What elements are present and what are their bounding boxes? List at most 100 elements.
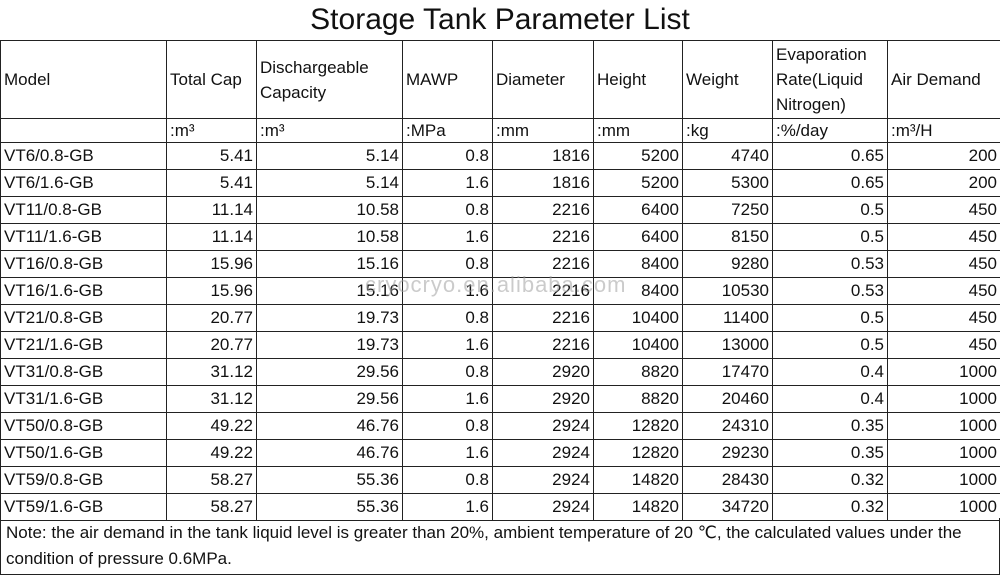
model-cell: VT6/0.8-GB — [0, 142, 167, 170]
value-cell: 0.5 — [772, 196, 888, 224]
value-cell: 2924 — [492, 493, 594, 521]
model-cell: VT50/0.8-GB — [0, 412, 167, 440]
value-cell: 450 — [887, 196, 1000, 224]
unit-model — [0, 118, 167, 143]
value-cell: 1000 — [887, 439, 1000, 467]
value-cell: 55.36 — [256, 466, 403, 494]
value-cell: 1.6 — [402, 223, 493, 251]
value-cell: 1000 — [887, 358, 1000, 386]
value-cell: 12820 — [593, 412, 683, 440]
model-cell: VT11/0.8-GB — [0, 196, 167, 224]
value-cell: 0.8 — [402, 412, 493, 440]
value-cell: 17470 — [682, 358, 773, 386]
unit-height: :mm — [593, 118, 683, 143]
value-cell: 0.65 — [772, 169, 888, 197]
model-cell: VT59/1.6-GB — [0, 493, 167, 521]
table-row: VT21/1.6-GB 20.77 19.73 1.6 2216 10400 13000 0.… — [0, 331, 1000, 359]
value-cell: 15.96 — [166, 277, 257, 305]
value-cell: 49.22 — [166, 412, 257, 440]
value-cell: 1000 — [887, 493, 1000, 521]
value-cell: 31.12 — [166, 385, 257, 413]
value-cell: 2924 — [492, 412, 594, 440]
value-cell: 0.8 — [402, 250, 493, 278]
value-cell: 15.16 — [256, 277, 403, 305]
value-cell: 10530 — [682, 277, 773, 305]
value-cell: 2920 — [492, 385, 594, 413]
value-cell: 200 — [887, 169, 1000, 197]
table-row: VT21/0.8-GB 20.77 19.73 0.8 2216 10400 11400 0.… — [0, 304, 1000, 332]
value-cell: 1.6 — [402, 277, 493, 305]
value-cell: 5.14 — [256, 169, 403, 197]
value-cell: 1.6 — [402, 439, 493, 467]
value-cell: 0.5 — [772, 304, 888, 332]
unit-weight: :kg — [682, 118, 773, 143]
value-cell: 49.22 — [166, 439, 257, 467]
column-header-weight: Weight — [682, 40, 773, 119]
value-cell: 0.8 — [402, 304, 493, 332]
model-cell: VT16/0.8-GB — [0, 250, 167, 278]
value-cell: 8400 — [593, 277, 683, 305]
value-cell: 24310 — [682, 412, 773, 440]
value-cell: 11.14 — [166, 196, 257, 224]
footnote: Note: the air demand in the tank liquid … — [0, 518, 1000, 575]
value-cell: 6400 — [593, 196, 683, 224]
column-header-dischargeable-capacity: Dischargeable Capacity — [256, 40, 403, 119]
value-cell: 10.58 — [256, 196, 403, 224]
model-cell: VT11/1.6-GB — [0, 223, 167, 251]
value-cell: 450 — [887, 277, 1000, 305]
value-cell: 7250 — [682, 196, 773, 224]
value-cell: 34720 — [682, 493, 773, 521]
value-cell: 0.8 — [402, 358, 493, 386]
value-cell: 6400 — [593, 223, 683, 251]
header-row: Model Total Cap Dischargeable Capacity M… — [0, 40, 1000, 119]
value-cell: 10400 — [593, 331, 683, 359]
value-cell: 0.4 — [772, 385, 888, 413]
value-cell: 11400 — [682, 304, 773, 332]
table-body: VT6/0.8-GB 5.41 5.14 0.8 1816 5200 4740 0.65 200… — [0, 142, 1000, 521]
value-cell: 450 — [887, 304, 1000, 332]
value-cell: 2216 — [492, 304, 594, 332]
value-cell: 4740 — [682, 142, 773, 170]
value-cell: 0.5 — [772, 223, 888, 251]
value-cell: 8820 — [593, 358, 683, 386]
value-cell: 0.35 — [772, 439, 888, 467]
value-cell: 0.32 — [772, 466, 888, 494]
value-cell: 0.35 — [772, 412, 888, 440]
table-row: VT31/0.8-GB 31.12 29.56 0.8 2920 8820 17470 0.4… — [0, 358, 1000, 386]
value-cell: 1.6 — [402, 169, 493, 197]
unit-diameter: :mm — [492, 118, 594, 143]
value-cell: 0.8 — [402, 196, 493, 224]
value-cell: 46.76 — [256, 412, 403, 440]
value-cell: 2216 — [492, 196, 594, 224]
value-cell: 31.12 — [166, 358, 257, 386]
value-cell: 2216 — [492, 250, 594, 278]
value-cell: 2216 — [492, 223, 594, 251]
table-row: VT59/1.6-GB 58.27 55.36 1.6 2924 14820 34720 0.… — [0, 493, 1000, 521]
value-cell: 0.53 — [772, 250, 888, 278]
value-cell: 28430 — [682, 466, 773, 494]
value-cell: 450 — [887, 331, 1000, 359]
value-cell: 58.27 — [166, 493, 257, 521]
unit-evaporation-rate: :%/day — [772, 118, 888, 143]
value-cell: 450 — [887, 250, 1000, 278]
parameter-table: Model Total Cap Dischargeable Capacity M… — [0, 40, 1000, 521]
value-cell: 0.8 — [402, 466, 493, 494]
table-row: VT59/0.8-GB 58.27 55.36 0.8 2924 14820 28430 0.… — [0, 466, 1000, 494]
value-cell: 29230 — [682, 439, 773, 467]
value-cell: 200 — [887, 142, 1000, 170]
value-cell: 1000 — [887, 385, 1000, 413]
value-cell: 55.36 — [256, 493, 403, 521]
value-cell: 0.8 — [402, 142, 493, 170]
value-cell: 15.96 — [166, 250, 257, 278]
value-cell: 29.56 — [256, 358, 403, 386]
column-header-air-demand: Air Demand — [887, 40, 1000, 119]
column-header-model: Model — [0, 40, 167, 119]
value-cell: 19.73 — [256, 304, 403, 332]
model-cell: VT59/0.8-GB — [0, 466, 167, 494]
value-cell: 9280 — [682, 250, 773, 278]
value-cell: 5200 — [593, 169, 683, 197]
value-cell: 8820 — [593, 385, 683, 413]
value-cell: 5.14 — [256, 142, 403, 170]
value-cell: 0.4 — [772, 358, 888, 386]
value-cell: 2920 — [492, 358, 594, 386]
